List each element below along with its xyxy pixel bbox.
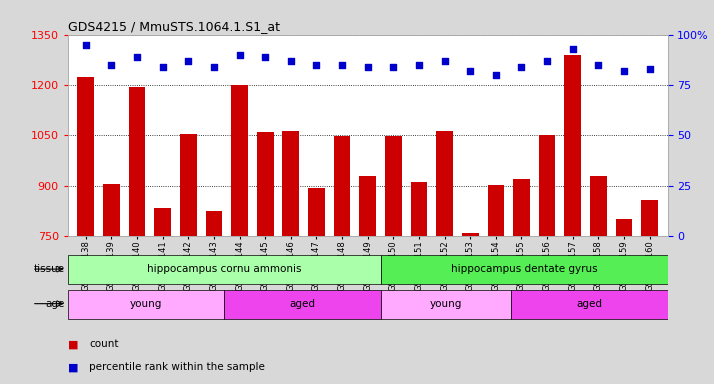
Bar (359, 176, 376, 236)
Bar (641, 200, 658, 236)
Bar (231, 85, 248, 236)
Point (439, 58, 451, 64)
Bar (436, 131, 453, 236)
Point (362, 64, 373, 70)
Point (516, 64, 527, 70)
Bar (180, 134, 196, 236)
Text: ■: ■ (68, 362, 79, 372)
Point (285, 58, 296, 64)
Bar (333, 136, 351, 236)
Point (311, 62, 322, 68)
Bar (129, 87, 146, 236)
Point (465, 68, 476, 74)
Text: hippocampus dentate gyrus: hippocampus dentate gyrus (451, 264, 598, 274)
Bar (488, 185, 504, 236)
Text: age: age (46, 299, 65, 309)
Text: young: young (430, 299, 462, 309)
Bar (381, 255, 668, 285)
Point (234, 52, 246, 58)
Point (208, 64, 220, 70)
Point (413, 62, 425, 68)
Text: percentile rank within the sample: percentile rank within the sample (89, 362, 265, 372)
Bar (615, 219, 633, 236)
Bar (385, 136, 402, 236)
Bar (511, 290, 668, 319)
Point (80, 41, 91, 48)
Text: hippocampus cornu ammonis: hippocampus cornu ammonis (147, 264, 301, 274)
Point (106, 62, 117, 68)
Bar (513, 179, 530, 236)
Text: count: count (89, 339, 119, 349)
Point (567, 46, 578, 52)
Point (183, 58, 194, 64)
Text: tissue: tissue (34, 264, 65, 274)
Point (490, 72, 501, 78)
Point (336, 62, 348, 68)
Point (618, 68, 630, 74)
Bar (154, 208, 171, 236)
Bar (103, 184, 120, 236)
Bar (206, 211, 222, 236)
Bar (257, 132, 273, 236)
Point (593, 62, 604, 68)
Text: GDS4215 / MmuSTS.1064.1.S1_at: GDS4215 / MmuSTS.1064.1.S1_at (68, 20, 280, 33)
Point (541, 58, 553, 64)
Point (259, 54, 271, 60)
Point (131, 54, 143, 60)
Bar (381, 290, 511, 319)
Bar (283, 131, 299, 236)
Bar (224, 290, 381, 319)
Bar (308, 188, 325, 236)
Bar (68, 255, 381, 285)
Bar (590, 176, 607, 236)
Bar (411, 182, 427, 236)
Text: aged: aged (289, 299, 316, 309)
Bar (565, 55, 581, 236)
Bar (462, 233, 478, 236)
Point (157, 64, 169, 70)
Text: aged: aged (576, 299, 603, 309)
Text: ■: ■ (68, 339, 79, 349)
Bar (68, 290, 224, 319)
Bar (539, 135, 555, 236)
Point (388, 64, 399, 70)
Point (644, 66, 655, 72)
Text: young: young (130, 299, 162, 309)
Bar (77, 76, 94, 236)
